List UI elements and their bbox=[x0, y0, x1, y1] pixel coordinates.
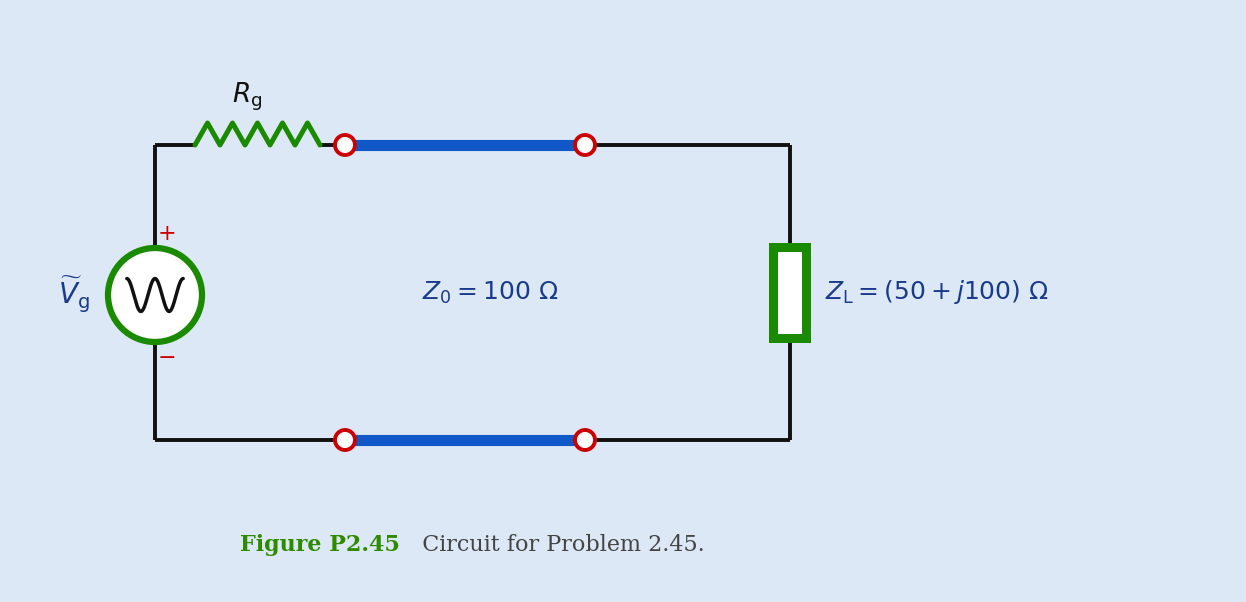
Text: −: − bbox=[158, 347, 177, 369]
Circle shape bbox=[574, 135, 596, 155]
Circle shape bbox=[574, 430, 596, 450]
Text: Circuit for Problem 2.45.: Circuit for Problem 2.45. bbox=[407, 534, 705, 556]
Text: Figure P2.45: Figure P2.45 bbox=[240, 534, 400, 556]
Bar bbox=[769, 243, 811, 343]
Text: $R_{\mathrm{g}}$: $R_{\mathrm{g}}$ bbox=[232, 81, 263, 113]
Circle shape bbox=[335, 135, 355, 155]
Text: +: + bbox=[158, 223, 177, 245]
Text: $Z_0 = 100\ \Omega$: $Z_0 = 100\ \Omega$ bbox=[422, 279, 558, 306]
Text: $Z_{\mathrm{L}} = (50 + j100)\ \Omega$: $Z_{\mathrm{L}} = (50 + j100)\ \Omega$ bbox=[825, 279, 1049, 306]
Circle shape bbox=[108, 248, 202, 342]
Bar bbox=[778, 252, 802, 334]
Circle shape bbox=[335, 430, 355, 450]
Text: $\widetilde{V}_{\mathrm{g}}$: $\widetilde{V}_{\mathrm{g}}$ bbox=[59, 275, 90, 315]
